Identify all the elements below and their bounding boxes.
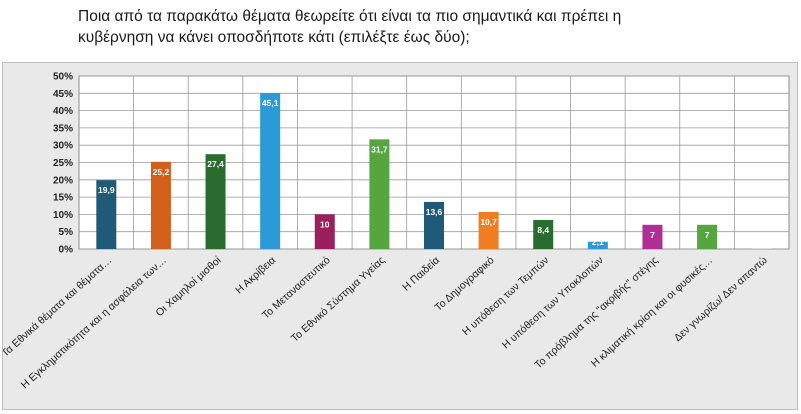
bar: [424, 201, 444, 249]
y-tick-label: 50%: [53, 72, 73, 83]
y-tick-label: 45%: [53, 89, 73, 100]
bar: [751, 248, 772, 249]
bar: [697, 224, 718, 249]
data-label: 25,2: [153, 167, 170, 177]
bar: [96, 180, 117, 249]
data-label: 45,1: [262, 98, 279, 108]
chart-area: 0% 5% 10% 15% 20% 25% 30% 35% 40% 45% 50% 19,9 Τα Εθ…: [2, 62, 798, 410]
y-tick-label: 30%: [53, 141, 73, 152]
bar-chart: 0% 5% 10% 15% 20% 25% 30% 35% 40% 45% 50% 19,9 Τα Εθ…: [3, 72, 790, 391]
y-tick-label: 20%: [53, 175, 73, 186]
survey-question: Ποια από τα παρακάτω θέματα θεωρείτε ότι…: [78, 8, 622, 46]
data-label: 0,1: [756, 237, 768, 247]
data-label: 10: [320, 219, 330, 229]
category-label: Δεν γνωρίζω/ Δεν απαντώ: [672, 254, 770, 344]
bar: [642, 224, 663, 249]
y-tick-label: 10%: [53, 210, 73, 221]
category-label: Η υπόθεση των Υποκλοπών: [500, 254, 606, 351]
category-label: Το Εθνικό Σύστημα Υγείας: [289, 254, 388, 344]
y-tick-label: 5%: [59, 227, 74, 238]
y-tick-label: 40%: [53, 106, 73, 117]
data-label: 8,4: [537, 225, 549, 235]
bar: [369, 139, 390, 249]
y-tick-label: 35%: [53, 123, 73, 134]
category-label: Η Ακρίβεια: [233, 254, 278, 296]
bar: [314, 214, 335, 249]
bar: [478, 211, 499, 249]
data-label: 19,9: [98, 185, 115, 195]
bar: [533, 219, 554, 249]
data-label: 7: [650, 230, 655, 240]
data-label: 31,7: [371, 144, 388, 154]
data-label: 2,1: [592, 237, 604, 247]
bar: [587, 241, 608, 249]
category-label: Τα Εθνικά θέματα και θέματα…: [3, 254, 114, 359]
data-label: 7: [705, 230, 710, 240]
y-tick-label: 0%: [59, 245, 74, 256]
y-tick-label: 15%: [53, 193, 73, 204]
y-tick-label: 25%: [53, 158, 73, 169]
data-label: 10,7: [480, 217, 497, 227]
bar: [205, 154, 226, 249]
data-label: 13,6: [426, 207, 443, 217]
bar: [150, 161, 171, 249]
data-label: 27,4: [207, 159, 224, 169]
category-label: Η Παιδεία: [400, 254, 442, 293]
bar: [260, 92, 281, 249]
